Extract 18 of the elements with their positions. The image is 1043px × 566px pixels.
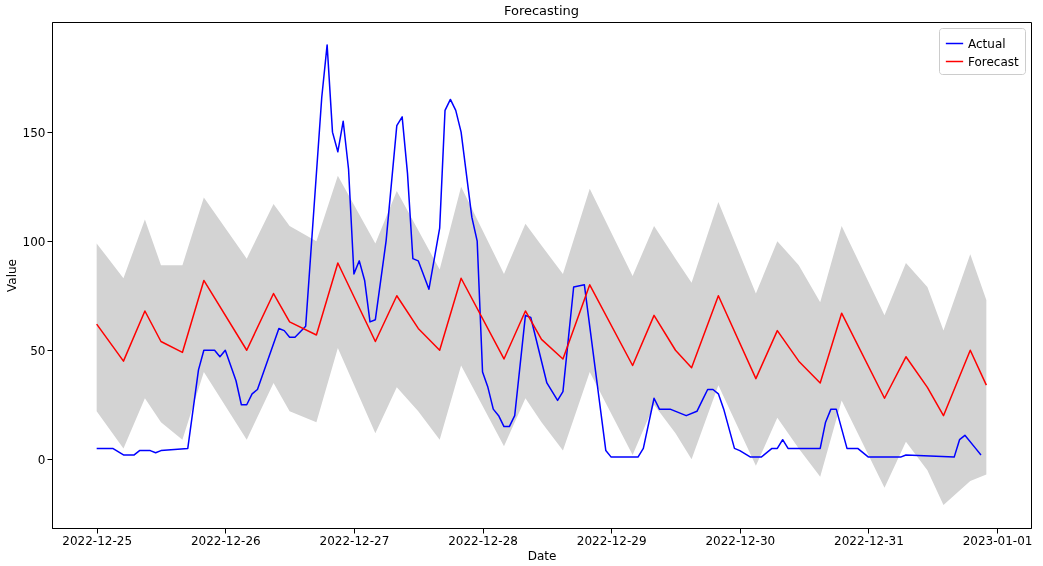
chart-title: Forecasting [503, 3, 580, 18]
x-tick-label: 2022-12-30 [705, 533, 776, 548]
y-tick-label: 100 [22, 234, 46, 249]
line-series [95, 262, 988, 417]
x-tick-label: 2023-01-01 [962, 533, 1033, 548]
y-tick-label: 0 [37, 452, 46, 467]
x-tick-label: 2022-12-25 [62, 533, 133, 548]
y-tick-label: 150 [22, 125, 46, 140]
y-tick-label: 50 [30, 343, 46, 358]
legend-label: Actual [968, 36, 1006, 51]
x-tick-label: 2022-12-29 [576, 533, 647, 548]
x-axis-title: Date [527, 548, 557, 563]
x-tick-label: 2022-12-28 [448, 533, 518, 548]
x-tick-label: 2022-12-31 [834, 533, 904, 548]
x-tick-label: 2022-12-26 [190, 533, 261, 548]
legend-label: Forecast [968, 54, 1020, 69]
x-tick-label: 2022-12-27 [319, 533, 390, 548]
y-axis-title: Value [4, 259, 19, 292]
